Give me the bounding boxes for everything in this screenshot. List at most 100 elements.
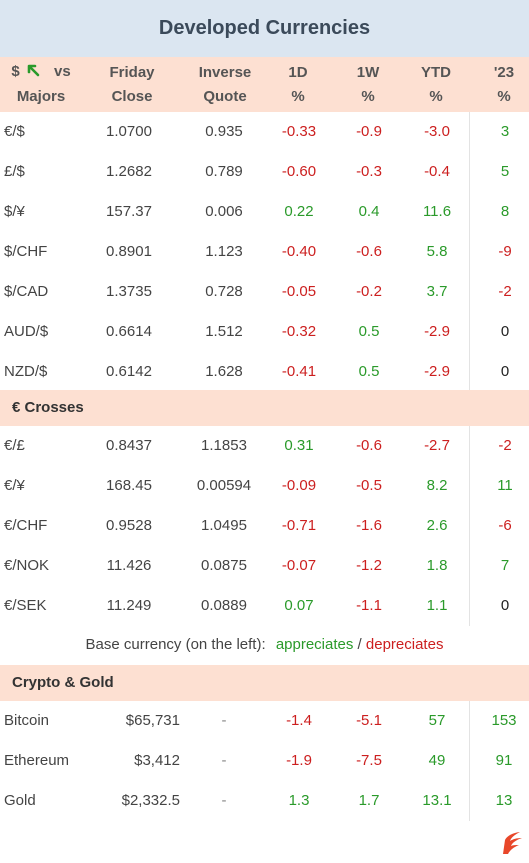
pair-cell: $/CAD [4,283,49,300]
table-row: $/¥ 157.37 0.006 0.22 0.4 11.6 8 [0,192,529,232]
d1-cell: 0.22 [284,203,314,220]
d1-cell: -0.71 [281,517,317,534]
pair-cell: €/¥ [4,477,25,494]
w1-cell: -1.2 [356,557,382,574]
inverse-cell: 0.00594 [196,477,252,494]
close-cell: 157.37 [106,203,152,220]
inverse-cell: 0.935 [205,123,243,140]
header-inverse-quote: Inverse Quote [198,63,252,105]
legend-depreciates: depreciates [365,636,444,653]
y23-cell: -9 [498,243,512,260]
header-pair: $ vs Majors [0,57,82,112]
ytd-cell: 8.2 [426,477,448,494]
legend-separator: / [357,636,362,653]
d1-cell: -0.09 [281,477,317,494]
y23-cell: 0 [500,323,510,340]
table-row: Ethereum $3,412 - -1.9 -7.5 49 91 [0,741,529,781]
table-row: $/CAD 1.3735 0.728 -0.05 -0.2 3.7 -2 [0,272,529,312]
table-row: NZD/$ 0.6142 1.628 -0.41 0.5 -2.9 0 [0,352,529,392]
pair-cell: €/SEK [4,597,47,614]
up-left-arrow-icon [26,61,40,85]
w1-cell: 0.5 [358,323,380,340]
table-row: €/¥ 168.45 0.00594 -0.09 -0.5 8.2 11 [0,466,529,506]
pair-cell: €/NOK [4,557,50,574]
table-row: €/CHF 0.9528 1.0495 -0.71 -1.6 2.6 -6 [0,506,529,546]
inverse-cell: 0.006 [205,203,243,220]
table-row: €/£ 0.8437 1.1853 0.31 -0.6 -2.7 -2 [0,426,529,466]
table-row: €/SEK 11.249 0.0889 0.07 -1.1 1.1 0 [0,586,529,626]
y23-cell: 7 [500,557,510,574]
ytd-cell: -0.4 [424,163,450,180]
ytd-cell: 1.8 [426,557,448,574]
ytd-cell: 5.8 [426,243,448,260]
d1-cell: -0.07 [281,557,317,574]
header-1d: 1D% [288,63,308,105]
ytd-cell: 2.6 [426,517,448,534]
d1-cell: 0.07 [284,597,314,614]
d1-cell: -1.9 [286,752,312,769]
flame-logo-icon [500,830,524,856]
ytd-cell: 57 [428,712,446,729]
inverse-cell: 0.728 [205,283,243,300]
table-row: $/CHF 0.8901 1.123 -0.40 -0.6 5.8 -9 [0,232,529,272]
inverse-cell: 0.0875 [201,557,247,574]
ytd-cell: 49 [428,752,446,769]
d1-cell: -0.60 [281,163,317,180]
legend-prefix: Base currency (on the left): [85,636,266,653]
ytd-cell: -2.9 [424,363,450,380]
page-title: Developed Currencies [158,17,371,39]
w1-cell: -0.6 [356,437,382,454]
header-pair-line1: $ vs [11,60,70,84]
y23-cell: 0 [500,363,510,380]
ytd-cell: -2.7 [424,437,450,454]
d1-cell: -0.40 [281,243,317,260]
section-header-crypto: Crypto & Gold [0,665,529,701]
header-majors: Majors [16,87,66,105]
close-cell: 0.9528 [106,517,152,534]
inverse-cell: - [221,752,227,769]
y23-cell: 13 [495,792,513,809]
w1-cell: -0.5 [356,477,382,494]
pair-cell: £/$ [4,163,25,180]
y23-cell: 11 [497,477,513,494]
pair-cell: €/£ [4,437,25,454]
column-divider [469,426,470,626]
ytd-cell: -3.0 [424,123,450,140]
w1-cell: -0.6 [356,243,382,260]
column-divider [469,701,470,821]
d1-cell: 1.3 [288,792,310,809]
w1-cell: 0.4 [358,203,380,220]
close-cell: 168.45 [106,477,152,494]
close-cell: 11.249 [106,597,152,614]
pair-cell: €/CHF [4,517,48,534]
w1-cell: -0.2 [356,283,382,300]
legend-appreciates: appreciates [275,636,354,653]
column-divider [469,112,470,390]
header-ytd: YTD% [421,63,451,105]
title-bar: Developed Currencies [0,0,529,57]
y23-cell: 8 [500,203,510,220]
y23-cell: -2 [498,437,512,454]
header-vs: vs [54,63,71,81]
close-cell: $2,332.5 [121,792,180,809]
table-row: AUD/$ 0.6614 1.512 -0.32 0.5 -2.9 0 [0,312,529,352]
y23-cell: 5 [500,163,510,180]
d1-cell: -0.32 [281,323,317,340]
y23-cell: -2 [498,283,512,300]
pair-cell: €/$ [4,123,25,140]
y23-cell: -6 [498,517,512,534]
section-title-crosses: € Crosses [12,399,84,416]
section-header-crosses: € Crosses [0,390,529,426]
y23-cell: 3 [500,123,510,140]
w1-cell: -5.1 [356,712,382,729]
close-cell: $65,731 [125,712,180,729]
close-cell: 1.3735 [106,283,152,300]
close-cell: 11.426 [106,557,152,574]
d1-cell: -0.05 [281,283,317,300]
inverse-cell: 1.512 [205,323,243,340]
close-cell: 0.6614 [106,323,152,340]
w1-cell: -7.5 [356,752,382,769]
pair-cell: NZD/$ [4,363,48,380]
header-friday-close: Friday Close [109,63,155,105]
pair-cell: $/CHF [4,243,48,260]
